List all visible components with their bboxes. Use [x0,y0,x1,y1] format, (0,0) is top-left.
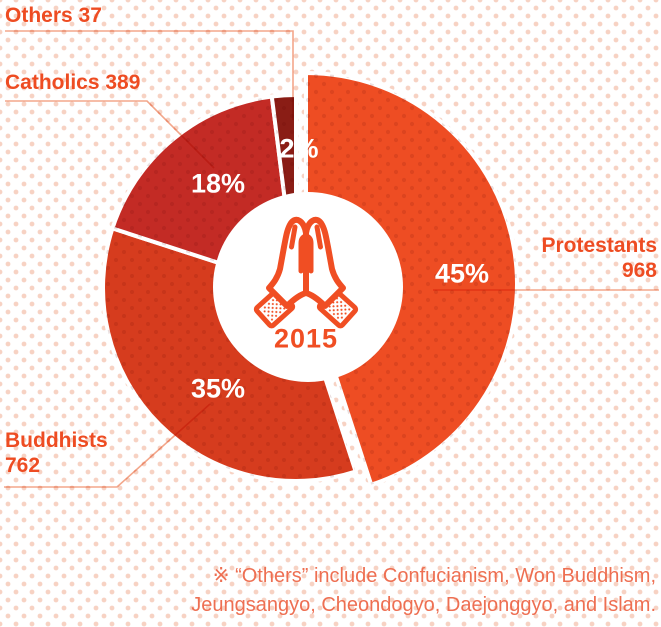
leader-lines [4,30,659,488]
callout-catholics: Catholics 389 [5,70,140,95]
others-value: 37 [78,4,102,27]
callout-protestants: Protestants 968 [541,233,657,283]
center-year-label: 2015 [273,323,339,354]
footnote-line-2: Jeungsangyo, Cheondogyo, Daejonggyo, and… [191,594,656,616]
leader-line-buddhists [4,403,211,488]
left-hand [266,216,309,309]
pct-label-buddhists: 35% [190,373,246,404]
pct-label-catholics: 18% [190,168,246,199]
catholics-value: 389 [105,71,141,94]
pie-slice-protestants-texture [306,73,517,485]
footnote: ※ “Others” include Confucianism, Won Bud… [191,562,656,620]
callout-buddhists: Buddhists 762 [5,428,108,478]
right-finger-crease [314,224,323,250]
others-name: Others [5,4,73,27]
left-finger-crease [289,224,298,250]
leader-line-catholics [5,100,215,169]
pct-label-protestants: 45% [434,258,490,289]
buddhists-value: 762 [5,454,41,477]
catholics-name: Catholics [5,71,100,94]
footnote-line-1: ※ “Others” include Confucianism, Won Bud… [212,565,656,587]
leader-line-others [5,30,294,120]
protestants-value: 968 [621,259,657,282]
middle-fingers-line [298,233,314,274]
protestants-name: Protestants [541,234,657,257]
buddhists-name: Buddhists [5,429,108,452]
right-hand [303,216,346,309]
praying-hands-icon [253,216,359,329]
callout-others: Others 37 [5,3,102,28]
pct-label-others: 2% [279,133,319,164]
